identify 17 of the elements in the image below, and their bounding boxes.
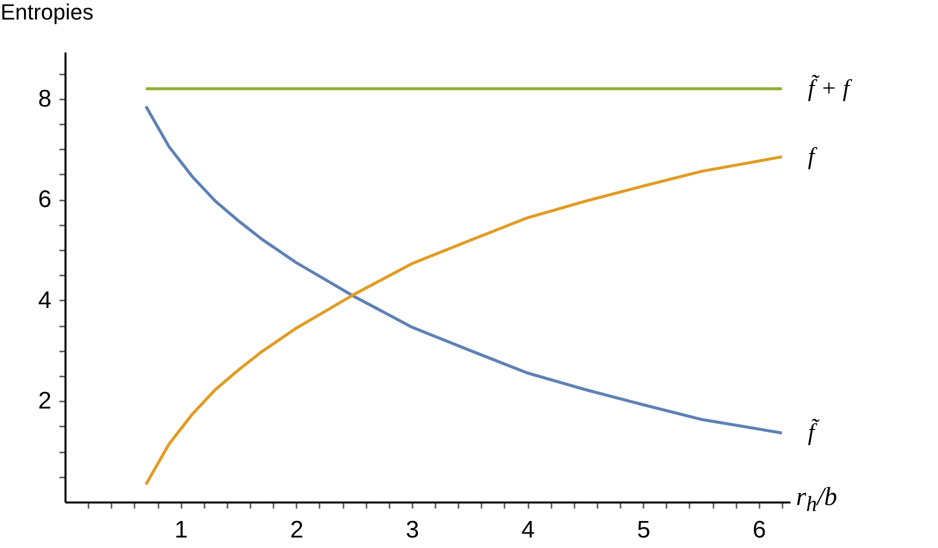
x-tick-label: 4 bbox=[521, 516, 535, 544]
x-tick-label: 1 bbox=[174, 516, 188, 544]
series-label: f bbox=[808, 144, 818, 170]
x-axis-title: r$_{h}$/b bbox=[796, 482, 838, 518]
x-tick-label: 5 bbox=[636, 516, 650, 544]
y-tick-label: 2 bbox=[38, 388, 52, 415]
y-tick-label: 8 bbox=[38, 85, 52, 112]
line-series bbox=[144, 155, 784, 486]
x-tick-label: 2 bbox=[290, 516, 304, 544]
x-tick-label: 3 bbox=[406, 516, 420, 544]
line-series bbox=[144, 104, 784, 434]
y-tick-label: 4 bbox=[38, 286, 52, 314]
x-tick-label: 6 bbox=[752, 516, 766, 544]
y-tick-label: 6 bbox=[38, 186, 52, 214]
y-axis-title: Entropies bbox=[0, 0, 94, 24]
series-label: f̃ bbox=[808, 418, 820, 446]
series-label: f̃ + f bbox=[808, 74, 853, 102]
